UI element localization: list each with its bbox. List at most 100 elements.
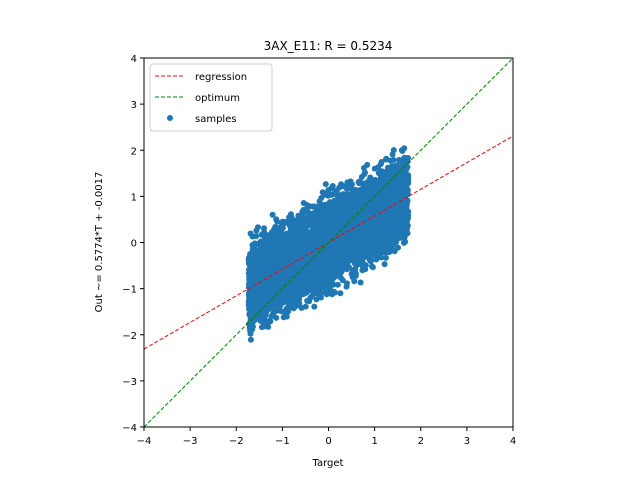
- sample-point: [269, 211, 276, 218]
- sample-point: [294, 236, 301, 243]
- sample-point: [370, 246, 377, 253]
- sample-point: [338, 181, 345, 188]
- sample-point: [352, 272, 359, 279]
- sample-point: [285, 249, 292, 255]
- sample-point: [320, 284, 327, 291]
- sample-point: [331, 223, 338, 230]
- sample-point: [355, 252, 362, 258]
- sample-point: [275, 224, 282, 231]
- sample-point: [335, 199, 342, 206]
- sample-point: [323, 209, 330, 216]
- sample-point: [318, 269, 325, 276]
- sample-point: [297, 248, 304, 255]
- sample-point: [316, 198, 323, 205]
- sample-point: [359, 255, 366, 262]
- sample-point: [326, 258, 333, 265]
- sample-point: [400, 199, 407, 206]
- sample-point: [283, 305, 290, 312]
- sample-point: [248, 318, 255, 325]
- sample-point: [248, 250, 254, 257]
- sample-point: [343, 185, 350, 192]
- sample-point: [395, 231, 402, 238]
- sample-point: [285, 293, 292, 300]
- sample-point: [402, 185, 409, 192]
- sample-point: [249, 259, 256, 266]
- sample-point: [249, 274, 256, 281]
- sample-point: [346, 249, 353, 256]
- sample-point: [401, 210, 408, 217]
- sample-point: [295, 295, 302, 302]
- sample-point: [394, 218, 401, 225]
- sample-point: [357, 188, 364, 195]
- sample-point: [389, 170, 396, 177]
- sample-point: [381, 190, 388, 197]
- sample-point: [309, 275, 316, 282]
- sample-point: [320, 226, 327, 233]
- sample-point: [324, 284, 331, 290]
- sample-point: [293, 280, 300, 287]
- sample-point: [348, 198, 355, 205]
- sample-point: [278, 308, 285, 315]
- sample-point: [262, 250, 269, 257]
- sample-point: [247, 336, 254, 343]
- sample-point: [340, 243, 347, 250]
- sample-point: [255, 253, 261, 260]
- sample-point: [401, 171, 408, 178]
- sample-point: [397, 165, 404, 172]
- sample-point: [401, 223, 408, 230]
- sample-point: [334, 281, 341, 288]
- sample-point: [269, 229, 276, 236]
- sample-point: [267, 274, 274, 280]
- sample-point: [353, 245, 360, 252]
- sample-point: [356, 193, 363, 200]
- sample-point: [257, 296, 264, 303]
- sample-point: [325, 187, 332, 193]
- sample-point: [249, 299, 256, 306]
- sample-point: [374, 210, 381, 217]
- sample-point: [366, 210, 373, 217]
- sample-point: [388, 225, 395, 232]
- sample-point: [378, 198, 385, 205]
- sample-point: [378, 231, 385, 238]
- sample-point: [263, 263, 270, 270]
- sample-point: [276, 271, 283, 278]
- sample-point: [362, 242, 369, 249]
- sample-point: [333, 228, 340, 235]
- sample-point: [394, 212, 401, 219]
- sample-point: [358, 246, 365, 253]
- sample-point: [385, 215, 392, 222]
- sample-point: [298, 261, 305, 268]
- sample-point: [270, 309, 277, 316]
- sample-point: [325, 225, 332, 232]
- sample-point: [261, 237, 268, 244]
- sample-point: [358, 215, 365, 222]
- sample-point: [382, 195, 389, 202]
- sample-point: [372, 176, 379, 183]
- sample-point: [265, 280, 272, 287]
- sample-point: [371, 182, 378, 189]
- sample-point: [390, 147, 397, 154]
- sample-point: [374, 242, 381, 249]
- sample-point: [313, 296, 320, 303]
- sample-point: [383, 156, 389, 163]
- sample-point: [288, 211, 294, 218]
- sample-point: [291, 253, 298, 260]
- sample-point: [366, 200, 372, 206]
- sample-point: [386, 248, 393, 255]
- sample-point: [324, 239, 331, 246]
- sample-point: [336, 265, 343, 272]
- sample-point: [335, 249, 342, 256]
- sample-point: [294, 266, 301, 272]
- sample-point: [347, 192, 354, 199]
- sample-point: [325, 192, 331, 199]
- sample-point: [369, 251, 376, 258]
- sample-point: [361, 171, 368, 177]
- sample-point: [336, 223, 343, 230]
- sample-point: [302, 247, 309, 253]
- sample-point: [299, 272, 306, 279]
- sample-point: [364, 230, 370, 237]
- sample-point: [346, 264, 352, 271]
- sample-point: [279, 257, 286, 264]
- sample-point: [344, 280, 350, 287]
- sample-point: [323, 201, 330, 208]
